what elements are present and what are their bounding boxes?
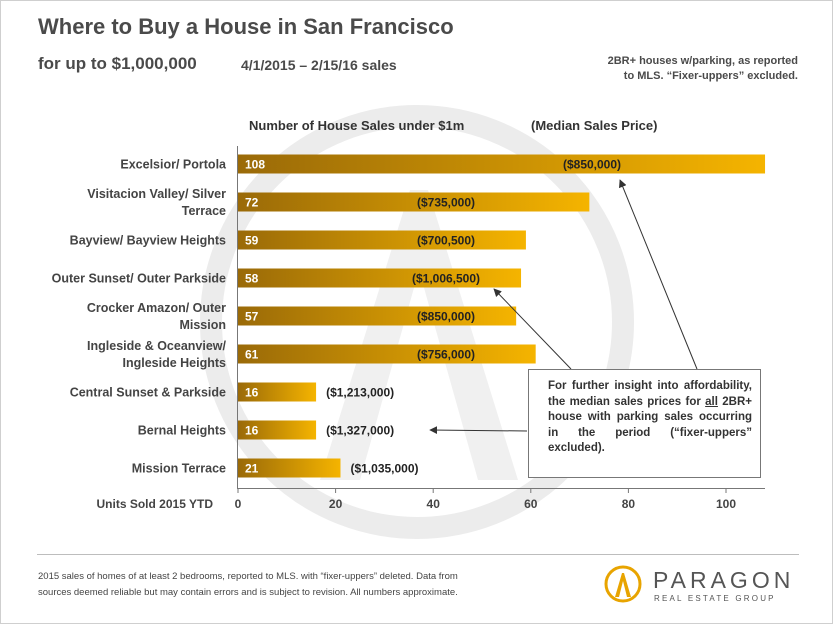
series-header: Number of House Sales under $1m [249, 118, 465, 133]
data-note: 2BR+ houses w/parking, as reported to ML… [538, 54, 798, 84]
footer-divider [37, 554, 799, 555]
bar [238, 306, 517, 326]
median-price-label: ($700,500) [417, 234, 475, 248]
date-range: 4/1/2015 – 2/15/16 sales [241, 57, 397, 73]
bar [238, 344, 536, 364]
paragon-logo-name: PARAGON [653, 567, 795, 593]
x-tick-label: 80 [622, 497, 636, 511]
bar [238, 230, 526, 250]
median-price-label: ($1,327,000) [326, 424, 394, 438]
x-tick-label: 100 [716, 497, 736, 511]
median-price-label: ($850,000) [563, 158, 621, 172]
category-label: Mission Terrace [132, 462, 226, 476]
bar [238, 458, 341, 478]
callout-text-before: For further insight into affordability, … [548, 380, 752, 408]
bar-value-label: 61 [245, 348, 259, 362]
bar [238, 420, 317, 440]
paragon-logo-icon [604, 565, 642, 603]
bar-value-label: 108 [245, 158, 265, 172]
median-price-label: ($850,000) [417, 310, 475, 324]
x-tick-label: 20 [329, 497, 343, 511]
category-label: Crocker Amazon/ Outer [87, 301, 226, 315]
bar [238, 154, 766, 174]
median-price-label: ($1,213,000) [326, 386, 394, 400]
footer-disclaimer: 2015 sales of homes of at least 2 bedroo… [38, 569, 518, 601]
category-label: Central Sunset & Parkside [70, 386, 226, 400]
x-tick-label: 60 [524, 497, 538, 511]
category-label: Ingleside & Oceanview/ [87, 339, 226, 353]
category-label: Outer Sunset/ Outer Parkside [52, 272, 226, 286]
category-label: Excelsior/ Portola [120, 158, 227, 172]
median-price-label: ($1,006,500) [412, 272, 480, 286]
category-label: Ingleside Heights [123, 356, 227, 370]
median-price-label: ($756,000) [417, 348, 475, 362]
paragon-logo-tagline: REAL ESTATE GROUP [654, 594, 776, 603]
category-label: Mission [179, 318, 226, 332]
bar-value-label: 21 [245, 462, 259, 476]
bar [238, 382, 317, 402]
x-axis-label: Units Sold 2015 YTD [97, 497, 214, 511]
bar-value-label: 57 [245, 310, 259, 324]
bar-value-label: 16 [245, 386, 259, 400]
page-title: Where to Buy a House in San Francisco [38, 14, 454, 39]
x-tick-label: 0 [235, 497, 242, 511]
bar-value-label: 59 [245, 234, 259, 248]
median-price-label: ($735,000) [417, 196, 475, 210]
bar-value-label: 58 [245, 272, 259, 286]
callout-text-after: 2BR+ house with parking sales occurring … [548, 395, 752, 455]
bar-value-label: 16 [245, 424, 259, 438]
category-label: Bayview/ Bayview Heights [70, 234, 226, 248]
category-label: Visitacion Valley/ Silver [87, 187, 226, 201]
arrow-to-outer-sunset [493, 288, 572, 370]
arrow-to-excelsior [619, 179, 698, 370]
footer-line1: 2015 sales of homes of at least 2 bedroo… [38, 571, 458, 582]
x-tick-label: 40 [427, 497, 441, 511]
median-price-label: ($1,035,000) [350, 462, 418, 476]
arrow-to-bernal [429, 426, 528, 435]
category-label: Bernal Heights [138, 424, 226, 438]
insight-callout: For further insight into affordability, … [528, 369, 761, 478]
data-note-line2: to MLS. “Fixer-uppers” excluded. [623, 70, 798, 82]
bar-value-label: 72 [245, 196, 259, 210]
callout-emphasis: all [705, 395, 718, 408]
data-note-line1: 2BR+ houses w/parking, as reported [607, 55, 798, 67]
bar [238, 268, 522, 288]
median-header: (Median Sales Price) [531, 118, 658, 133]
page-subtitle: for up to $1,000,000 [38, 54, 197, 73]
bar [238, 192, 590, 212]
footer-line2: sources deemed reliable but may contain … [38, 587, 458, 598]
category-label: Terrace [182, 204, 226, 218]
